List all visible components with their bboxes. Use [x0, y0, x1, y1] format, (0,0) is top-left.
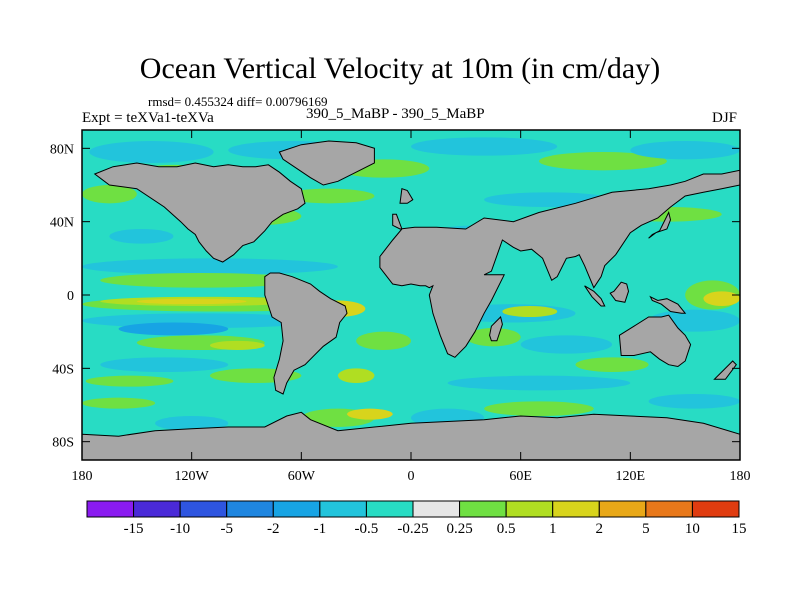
colorbar-swatch [459, 500, 507, 518]
colorbar-label: -0.25 [397, 521, 428, 537]
field-blob [502, 306, 558, 317]
field-blob [100, 357, 229, 372]
field-blob [283, 188, 375, 204]
land-south-america [264, 272, 348, 395]
field-blob [575, 357, 649, 372]
y-tick-label: 0 [67, 289, 74, 304]
land-new-guinea [649, 295, 687, 314]
colorbar-label: 0.5 [497, 521, 516, 537]
x-tick-label: 0 [408, 469, 415, 484]
x-tick-label: 60W [288, 469, 316, 484]
colorbar: -15 -10 -5 -2 -1 -0.5 -0.25 0.25 0.5 1 2 5 10 15 [86, 500, 747, 537]
experiment-label: Expt = teXVa1-teXVa [82, 110, 214, 126]
plot-area [82, 130, 740, 460]
x-tick-label: 180 [72, 469, 93, 484]
x-tick-label: 60E [509, 469, 532, 484]
land-sumatra [584, 285, 606, 307]
land-uk [399, 188, 414, 204]
colorbar-swatch [272, 500, 321, 518]
colorbar-swatch [179, 500, 228, 518]
colorbar-swatch [133, 500, 181, 518]
field-blob [118, 322, 229, 336]
land-borneo [609, 281, 630, 303]
land-antarctica [82, 411, 740, 460]
x-tick-label: 120W [175, 469, 210, 484]
colorbar-swatch [505, 500, 554, 518]
colorbar-swatch [645, 500, 693, 518]
case-label: 390_5_MaBP - 390_5_MaBP [306, 106, 485, 122]
colorbar-label: -1 [314, 521, 327, 537]
colorbar-label: 1 [549, 521, 557, 537]
colorbar-label: 5 [642, 521, 650, 537]
field-blob [484, 401, 594, 416]
field-blob [538, 152, 667, 171]
field-blob [347, 408, 393, 420]
field-blob [630, 141, 740, 160]
colorbar-label: 2 [596, 521, 604, 537]
field-blob [356, 331, 412, 351]
y-tick-label: 40S [52, 362, 74, 377]
field-blob [447, 375, 631, 391]
land-japan [648, 211, 672, 239]
colorbar-swatch [86, 500, 135, 518]
y-tick-label: 40N [50, 216, 74, 231]
field-blob [209, 340, 265, 350]
field-blob [82, 258, 338, 275]
land-australia [618, 314, 692, 368]
colorbar-label: 0.25 [446, 521, 472, 537]
colorbar-swatch [319, 500, 367, 518]
land-greenland [278, 140, 375, 186]
colorbar-label: -0.5 [355, 521, 379, 537]
field-blob [411, 137, 558, 156]
colorbar-label: -15 [124, 521, 144, 537]
field-blob [155, 416, 229, 431]
colorbar-swatch [691, 500, 740, 518]
field-blob [520, 335, 613, 354]
stats-text: rmsd= 0.455324 diff= 0.00796169 [148, 94, 328, 109]
season-label: DJF [712, 110, 738, 126]
y-tick-label: 80S [52, 436, 74, 451]
land-new-zealand [713, 360, 737, 380]
colorbar-label: 10 [685, 521, 700, 537]
colorbar-swatch [598, 500, 647, 518]
land-north-america [93, 162, 306, 263]
colorbar-label: -10 [170, 521, 190, 537]
colorbar-label: -5 [220, 521, 233, 537]
field-blob [82, 185, 137, 204]
colorbar-label: 15 [732, 521, 747, 537]
land-madagascar [489, 316, 503, 342]
y-tick-label: 80N [50, 142, 74, 157]
axes: 180 120W 60W 0 60E 120E 180 80N 40N 0 40S 80S [50, 130, 751, 484]
colorbar-swatch [226, 500, 274, 518]
field-blob [100, 273, 302, 288]
field-blob [89, 141, 214, 163]
field-blob [85, 375, 174, 387]
field-blob [82, 397, 156, 409]
field-blob [337, 368, 375, 383]
field-blob [109, 229, 174, 244]
colorbar-label: -2 [267, 521, 280, 537]
x-tick-label: 180 [730, 469, 751, 484]
field-blob [648, 394, 740, 409]
colorbar-swatch [365, 500, 414, 518]
field-blob [136, 298, 247, 305]
colorbar-swatch [552, 500, 600, 518]
colorbar-swatch [412, 500, 461, 518]
land-africa-eurasia [379, 169, 740, 358]
chart-title: Ocean Vertical Velocity at 10m (in cm/da… [139, 52, 661, 85]
field-blob [703, 291, 740, 306]
x-tick-label: 120E [616, 469, 646, 484]
